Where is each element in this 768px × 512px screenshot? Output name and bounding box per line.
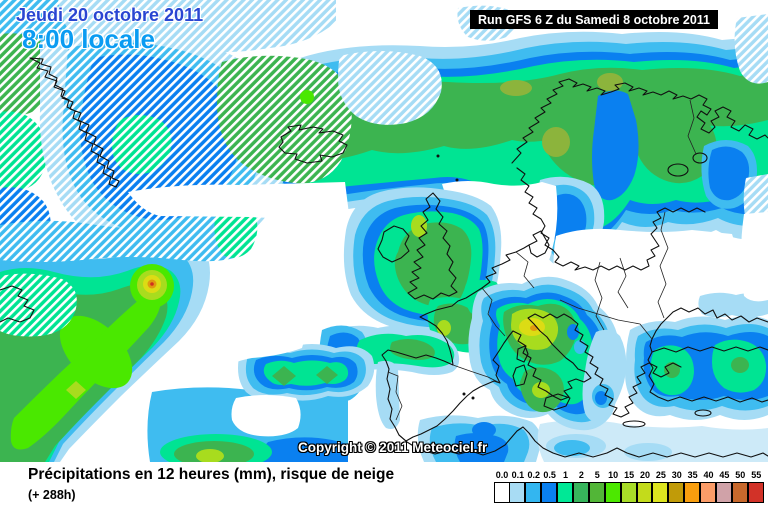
legend-color-cell [700, 482, 716, 503]
copyright-watermark: Copyright © 2011 Meteociel.fr [298, 440, 488, 455]
valid-time-label: 8:00 locale [22, 24, 155, 54]
legend-color-cell [572, 482, 589, 503]
legend-item: 2 [572, 468, 589, 503]
legend-color-cell [588, 482, 605, 503]
newfoundland-coast [0, 285, 35, 323]
sardinia-coast [512, 364, 528, 387]
legend-tick-label: 25 [655, 470, 666, 480]
legend-tick-label: 0.5 [543, 470, 556, 480]
legend-color-cell [715, 482, 732, 503]
legend-color-cell [509, 482, 526, 503]
legend-tick-label: 0.0 [495, 470, 509, 480]
precip-color-scale: 0.0 0.1 0.2 0.5 1 2 5 10 15 20 25 30 35 40 45 50 55 [494, 468, 764, 503]
legend-tick-label: 15 [624, 470, 635, 480]
shetland-islands [455, 178, 459, 182]
legend-item: 0.5 [541, 468, 558, 503]
legend-color-cell [557, 482, 573, 503]
legend-tick-label: 55 [751, 470, 762, 480]
europe-precipitation-map [0, 0, 768, 462]
legend-color-cell [731, 482, 748, 503]
turkey-north-coast [651, 346, 768, 353]
faroe-islands [436, 154, 440, 158]
legend-color-cell [668, 482, 685, 503]
legend-color-cell [541, 482, 558, 503]
legend-item: 40 [700, 468, 717, 503]
forecast-lead-time: (+ 288h) [28, 488, 76, 502]
iceland-coast [278, 124, 348, 164]
legend-tick-label: 40 [703, 470, 714, 480]
corsica-coast [516, 345, 529, 363]
legend-tick-label: 50 [735, 470, 746, 480]
legend-tick-label: 20 [639, 470, 650, 480]
coastlines-layer [0, 57, 768, 458]
sicily-coast [543, 393, 571, 411]
greenland-coast [29, 57, 120, 188]
caption-panel: Précipitations en 12 heures (mm), risque… [0, 462, 768, 512]
legend-tick-label: 30 [671, 470, 682, 480]
legend-tick-label: 35 [687, 470, 698, 480]
legend-tick-label: 1 [563, 470, 569, 480]
legend-tick-label: 2 [578, 470, 584, 480]
balearic-island-2 [471, 396, 475, 400]
legend-item: 30 [668, 468, 685, 503]
legend-item: 45 [715, 468, 732, 503]
legend-color-cell [747, 482, 764, 503]
balkan-greece-coast [570, 317, 682, 418]
legend-tick-label: 0.2 [527, 470, 540, 480]
scandinavia-arctic-coast [511, 78, 768, 164]
lake-onega [692, 152, 708, 164]
italy-coast [512, 313, 592, 401]
ireland-coast [377, 225, 410, 263]
legend-item: 20 [636, 468, 653, 503]
turkey-west-south-coast [647, 351, 768, 403]
model-run-banner: Run GFS 6 Z du Samedi 8 octobre 2011 [470, 10, 719, 29]
legend-color-cell [525, 482, 542, 503]
balearic-island-1 [462, 392, 466, 396]
great-britain-coast [407, 192, 458, 300]
legend-tick-label: 45 [719, 470, 730, 480]
legend-item: 55 [747, 468, 764, 503]
legend-tick-label: 0.1 [511, 470, 525, 480]
legend-tick-label: 10 [608, 470, 619, 480]
snow-risk-hatch-layer [0, 0, 768, 337]
legend-color-cell [636, 482, 653, 503]
legend-item: 15 [620, 468, 637, 503]
legend-color-cell [684, 482, 701, 503]
lake-ladoga [667, 163, 689, 177]
legend-item: 1 [557, 468, 574, 503]
legend-item: 25 [652, 468, 669, 503]
denmark-coast [528, 230, 550, 258]
legend-item: 0.2 [525, 468, 542, 503]
legend-item: 50 [731, 468, 748, 503]
cyprus-coast [694, 409, 712, 417]
legend-item: 0.1 [509, 468, 526, 503]
black-sea-north-coast [649, 307, 768, 353]
legend-item: 10 [604, 468, 621, 503]
valid-date-label: Jeudi 20 octobre 2011 [16, 5, 204, 25]
map-area: Jeudi 20 octobre 2011 8:00 locale Run GF… [0, 0, 768, 462]
legend-item: 5 [588, 468, 605, 503]
baltic-coast [516, 167, 706, 271]
legend-color-cell [652, 482, 669, 503]
crete-coast [622, 420, 646, 428]
legend-color-cell [604, 482, 621, 503]
country-borders-layer [387, 99, 697, 421]
legend-tick-label: 5 [594, 470, 600, 480]
map-caption: Précipitations en 12 heures (mm), risque… [28, 466, 395, 483]
north-sea-coast [481, 244, 530, 289]
legend-color-cell [494, 482, 510, 503]
legend-color-cell [620, 482, 637, 503]
north-africa-coast [398, 426, 768, 458]
legend-item: 35 [684, 468, 701, 503]
legend-item: 0.0 [494, 468, 510, 503]
france-iberia-coast [381, 287, 514, 442]
